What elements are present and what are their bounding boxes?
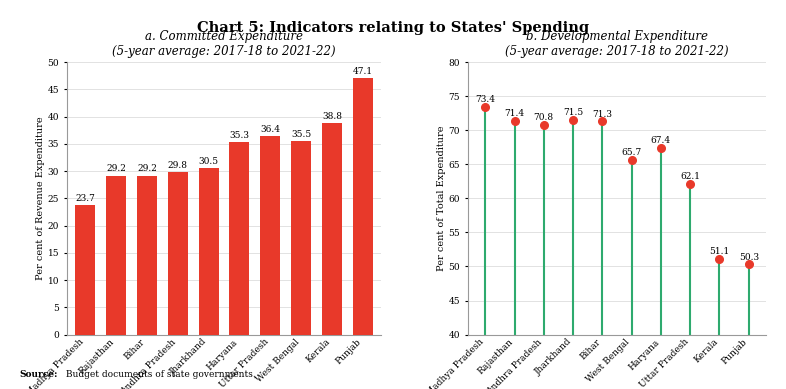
Title: b. Developmental Expenditure
(5-year average: 2017-18 to 2021-22): b. Developmental Expenditure (5-year ave… bbox=[505, 30, 729, 58]
Text: 36.4: 36.4 bbox=[260, 125, 281, 134]
Bar bbox=[230, 142, 249, 335]
Bar bbox=[291, 141, 311, 335]
Text: 71.5: 71.5 bbox=[563, 109, 583, 117]
Text: 47.1: 47.1 bbox=[353, 67, 373, 76]
Text: 73.4: 73.4 bbox=[476, 95, 495, 104]
Text: 29.2: 29.2 bbox=[137, 164, 157, 173]
Text: 67.4: 67.4 bbox=[651, 136, 671, 145]
Bar bbox=[167, 172, 188, 335]
Text: 29.2: 29.2 bbox=[106, 164, 126, 173]
Bar bbox=[75, 205, 95, 335]
Text: 23.7: 23.7 bbox=[75, 194, 95, 203]
Text: 70.8: 70.8 bbox=[534, 113, 554, 122]
Text: 35.3: 35.3 bbox=[230, 131, 249, 140]
Text: 38.8: 38.8 bbox=[322, 112, 342, 121]
Text: 65.7: 65.7 bbox=[622, 148, 642, 157]
Bar bbox=[353, 78, 373, 335]
Text: 71.4: 71.4 bbox=[505, 109, 524, 118]
Text: 30.5: 30.5 bbox=[199, 157, 219, 166]
Bar bbox=[199, 168, 219, 335]
Text: 51.1: 51.1 bbox=[710, 247, 729, 256]
Y-axis label: Per cent of Revenue Expenditure: Per cent of Revenue Expenditure bbox=[36, 117, 45, 280]
Bar bbox=[322, 123, 342, 335]
Y-axis label: Per cent of Total Expenditure: Per cent of Total Expenditure bbox=[436, 126, 446, 271]
Text: 29.8: 29.8 bbox=[167, 161, 188, 170]
Bar bbox=[260, 136, 281, 335]
Text: Source:: Source: bbox=[20, 370, 58, 379]
Text: 50.3: 50.3 bbox=[739, 253, 758, 262]
Text: 35.5: 35.5 bbox=[291, 130, 311, 139]
Text: Chart 5: Indicators relating to States' Spending: Chart 5: Indicators relating to States' … bbox=[197, 21, 589, 35]
Text: 62.1: 62.1 bbox=[680, 172, 700, 181]
Bar bbox=[137, 175, 157, 335]
Text: 71.3: 71.3 bbox=[593, 110, 612, 119]
Text: Budget documents of state governments.: Budget documents of state governments. bbox=[63, 370, 255, 379]
Title: a. Committed Expenditure
(5-year average: 2017-18 to 2021-22): a. Committed Expenditure (5-year average… bbox=[112, 30, 336, 58]
Bar bbox=[106, 175, 126, 335]
